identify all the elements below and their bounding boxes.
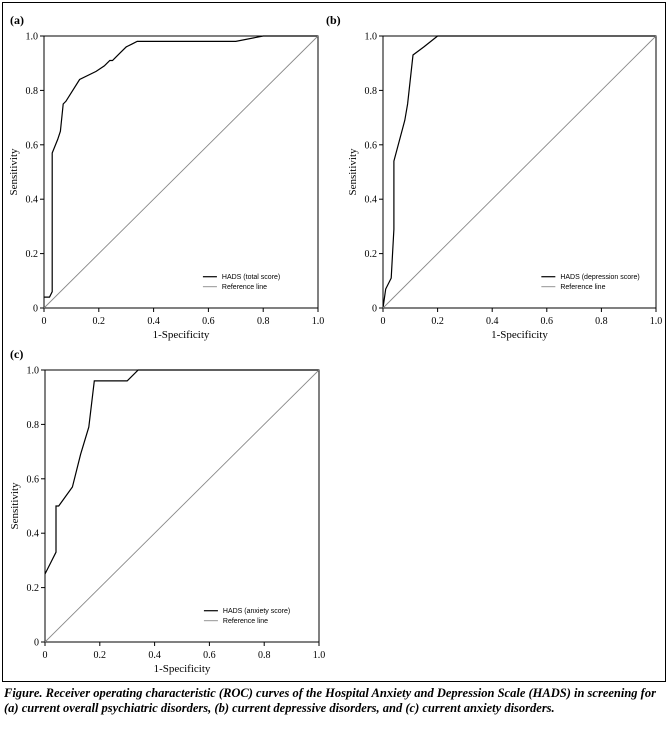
x-tick-label: 0.6 [541, 316, 554, 327]
figure-frame [2, 2, 666, 682]
y-tick-label: 0.4 [27, 529, 40, 540]
x-axis-label: 1-Specificity [154, 663, 211, 675]
panel-label: (b) [326, 13, 341, 27]
y-tick-label: 1.0 [26, 32, 39, 43]
panel-label: (a) [10, 13, 24, 27]
y-axis-label: Sensitivity [8, 148, 20, 196]
reference-line [44, 369, 320, 643]
x-tick-label: 0.2 [431, 316, 444, 327]
legend-entry: Reference line [223, 618, 268, 625]
x-axis-label: 1-Specificity [491, 329, 548, 341]
y-axis-label: Sensitivity [347, 148, 359, 196]
x-tick-label: 0 [381, 316, 386, 327]
y-tick-label: 0 [33, 304, 38, 315]
x-tick-label: 0.4 [147, 316, 160, 327]
x-tick-label: 0.6 [203, 650, 216, 661]
y-tick-label: 0.2 [27, 583, 40, 594]
y-tick-label: 0 [372, 304, 377, 315]
y-tick-label: 0.8 [365, 86, 378, 97]
y-axis-label: Sensitivity [9, 482, 21, 530]
x-tick-label: 0 [42, 316, 47, 327]
legend-entry: Reference line [560, 284, 605, 291]
y-tick-label: 0.6 [365, 140, 378, 151]
x-tick-label: 0.8 [595, 316, 608, 327]
x-axis-label: 1-Specificity [153, 329, 210, 341]
x-tick-label: 0.8 [257, 316, 270, 327]
x-tick-label: 0.2 [93, 316, 106, 327]
legend-entry: HADS (total score) [222, 274, 280, 281]
x-tick-label: 1.0 [313, 650, 326, 661]
y-tick-label: 0.6 [27, 474, 40, 485]
x-tick-label: 1.0 [650, 316, 663, 327]
legend-entry: HADS (anxiety score) [223, 608, 290, 615]
x-tick-label: 0.4 [486, 316, 499, 327]
reference-line [382, 35, 657, 309]
figure-caption: Figure. Receiver operating characteristi… [4, 686, 656, 715]
x-tick-label: 0.2 [94, 650, 107, 661]
panel-label: (c) [10, 347, 23, 361]
x-tick-label: 1.0 [312, 316, 325, 327]
y-tick-label: 0.2 [26, 249, 39, 260]
plot-area-border [43, 35, 319, 309]
y-tick-label: 1.0 [365, 32, 378, 43]
roc-curve-line [44, 369, 319, 575]
y-tick-label: 0.2 [365, 249, 378, 260]
legend-entry: Reference line [222, 284, 267, 291]
x-tick-label: 0 [43, 650, 48, 661]
roc-charts: (a) 0 0.2 0.4 0.6 0.8 1.0 0 0.2 0.4 0.6 0.8 1.0 1-Spe… [8, 13, 663, 675]
y-tick-label: 0.4 [365, 195, 378, 206]
y-tick-label: 0.8 [26, 86, 39, 97]
y-tick-label: 0.4 [26, 195, 39, 206]
y-tick-label: 0 [34, 638, 39, 649]
x-tick-label: 0.6 [202, 316, 215, 327]
legend-entry: HADS (depression score) [560, 274, 639, 281]
y-tick-label: 0.8 [27, 420, 40, 431]
roc-curve-line [44, 35, 318, 298]
reference-line [43, 35, 319, 309]
x-tick-label: 0.4 [148, 650, 161, 661]
y-tick-label: 0.6 [26, 140, 39, 151]
roc-curve-line [382, 35, 656, 309]
x-tick-label: 0.8 [258, 650, 271, 661]
y-tick-label: 1.0 [27, 366, 40, 377]
